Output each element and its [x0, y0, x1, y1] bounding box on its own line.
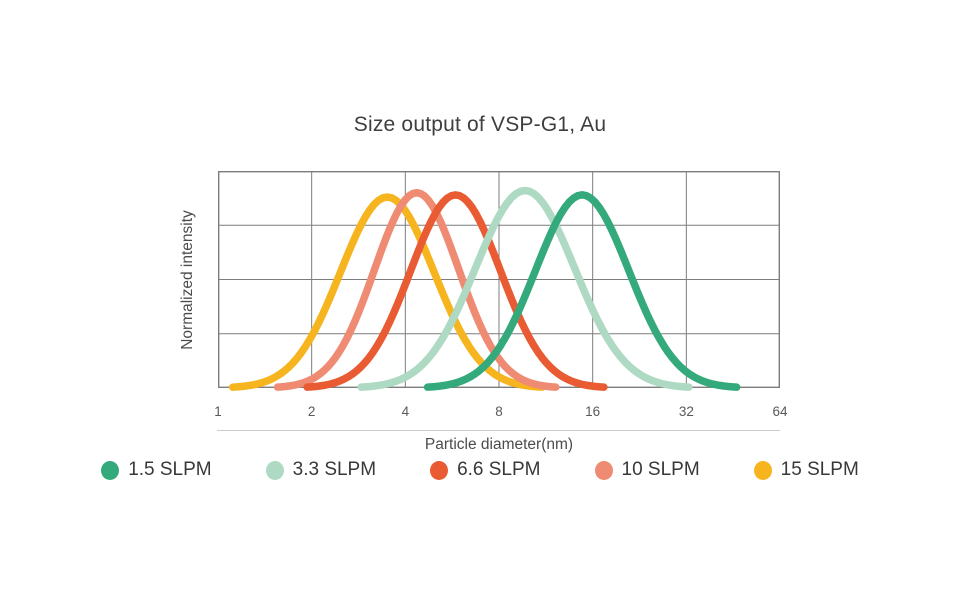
x-tick-label: 1 — [214, 404, 222, 419]
legend-swatch-icon — [101, 460, 120, 480]
series-curve-3.3-slpm — [357, 186, 693, 391]
series-curve-10-slpm — [273, 188, 560, 391]
series-curve-15-slpm — [228, 193, 546, 391]
legend-label: 6.6 SLPM — [457, 459, 541, 480]
x-tick-label: 64 — [772, 404, 788, 419]
chart-plot-area — [217, 170, 780, 391]
legend-swatch-icon — [753, 460, 772, 480]
legend-item: 10 SLPM — [594, 459, 700, 481]
x-tick-label: 16 — [585, 404, 601, 419]
x-axis-separator-line — [217, 430, 780, 431]
legend-label: 3.3 SLPM — [292, 459, 377, 480]
legend-item: 3.3 SLPM — [265, 459, 377, 481]
legend-label: 15 SLPM — [780, 459, 859, 480]
y-axis-label: Normalized intensity — [179, 210, 196, 350]
x-tick-label: 8 — [495, 404, 503, 419]
x-tick-label: 2 — [307, 404, 316, 419]
chart-title: Size output of VSP-G1, Au — [353, 113, 607, 136]
x-axis-label: Particle diameter(nm) — [424, 436, 574, 453]
legend-item: 15 SLPM — [753, 459, 859, 481]
series-curve-6.6-slpm — [303, 191, 608, 391]
legend-item: 1.5 SLPM — [101, 459, 212, 481]
legend-label: 10 SLPM — [621, 459, 700, 480]
series-curve-1.5-slpm — [423, 191, 741, 391]
legend-label: 1.5 SLPM — [128, 459, 212, 480]
plot-border — [217, 170, 780, 389]
legend-swatch-icon — [594, 460, 613, 480]
chart-legend: 1.5 SLPM 3.3 SLPM 6.6 SLPM 10 SLPM 15 SLPM — [0, 459, 960, 481]
legend-swatch-icon — [265, 460, 284, 480]
x-tick-label: 4 — [401, 404, 410, 419]
x-tick-label: 32 — [678, 404, 694, 419]
legend-item: 6.6 SLPM — [430, 459, 541, 481]
legend-swatch-icon — [430, 460, 449, 480]
